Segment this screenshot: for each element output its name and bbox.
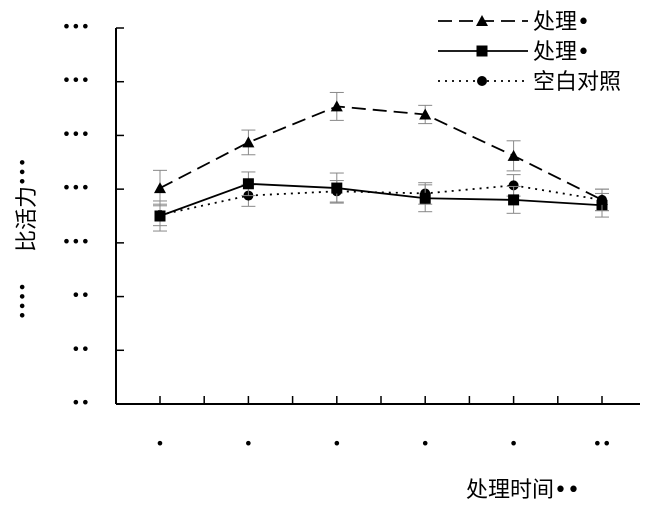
data-point — [507, 149, 520, 161]
series-2 — [153, 171, 609, 232]
series-3 — [153, 174, 609, 227]
data-point — [508, 194, 520, 206]
legend-label: 空白对照 — [533, 70, 621, 95]
y-axis-label-prefix: •••• — [13, 282, 32, 320]
data-point — [242, 178, 254, 190]
y-tick-label: ••• — [62, 232, 90, 251]
x-tick-label: • — [155, 434, 164, 453]
legend-item-3: 空白对照 — [438, 70, 621, 95]
y-tick-label: •• — [71, 393, 90, 412]
x-tick-label: •• — [593, 434, 612, 453]
y-tick-labels: ••••••••••••••••••••• — [62, 17, 90, 412]
series-line — [159, 184, 603, 216]
y-tick-label: ••• — [62, 124, 90, 143]
y-axis-label-text: 比活力 — [15, 186, 40, 252]
data-point — [242, 136, 255, 148]
x-tick-label: • — [509, 434, 518, 453]
y-tick-label: •• — [71, 339, 90, 358]
data-point — [596, 193, 608, 205]
data-point — [330, 100, 343, 112]
legend-marker — [476, 15, 488, 26]
legend-item-1: 处理• — [438, 10, 590, 35]
x-tick-labels: • • • • • •• — [155, 434, 611, 453]
y-tick-label: •• — [71, 286, 90, 305]
series-layer — [153, 91, 609, 232]
data-point — [508, 180, 519, 191]
legend-marker — [476, 45, 488, 57]
data-point — [419, 192, 431, 204]
data-point — [419, 108, 432, 120]
x-axis-label: 处理时间•• — [466, 478, 580, 503]
x-tick-label: • — [332, 434, 341, 453]
x-tick-label: • — [244, 434, 253, 453]
legend-item-2: 处理• — [438, 40, 590, 65]
y-tick-label: ••• — [62, 178, 90, 197]
y-tick-label: ••• — [62, 17, 90, 36]
axes — [115, 27, 640, 405]
legend-label: 处理• — [533, 40, 590, 65]
series-1 — [153, 91, 609, 212]
legend-marker — [477, 76, 487, 86]
data-point — [331, 182, 343, 194]
series-line — [159, 182, 603, 217]
y-axis-label-suffix: ••• — [13, 158, 32, 186]
legend: 处理• 处理• 空白对照 — [438, 10, 621, 95]
data-point — [154, 210, 166, 222]
x-tick-label: • — [420, 434, 429, 453]
legend-label: 处理• — [533, 10, 590, 35]
y-axis-label: •••• 比活力 ••• — [13, 158, 40, 320]
data-point — [154, 182, 166, 194]
series-line — [159, 105, 603, 201]
y-tick-label: ••• — [62, 71, 90, 90]
